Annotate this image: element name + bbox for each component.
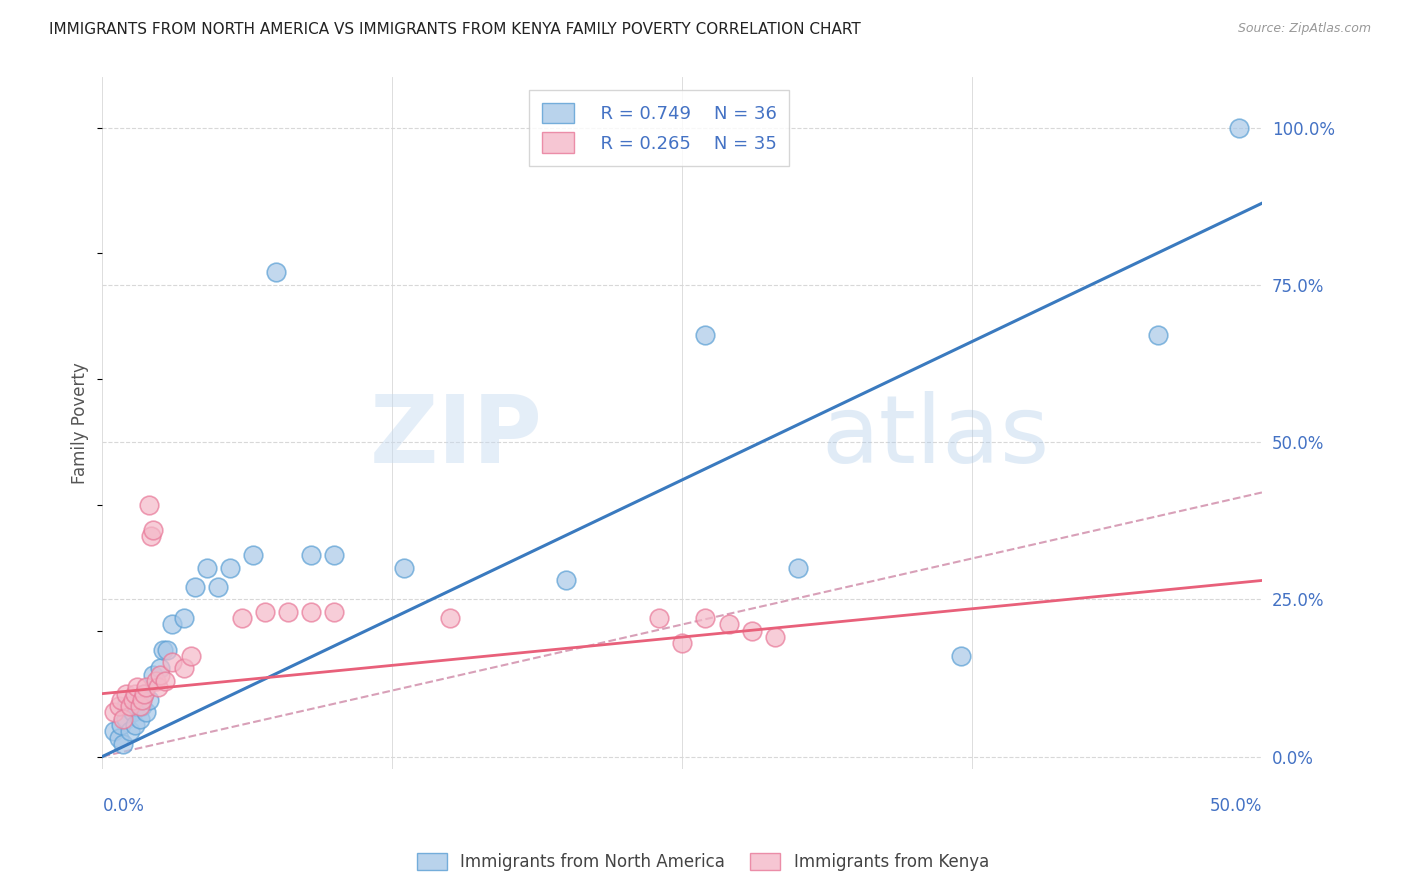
- Point: [695, 611, 717, 625]
- Point: [112, 737, 135, 751]
- Legend: Immigrants from North America, Immigrants from Kenya: Immigrants from North America, Immigrant…: [409, 845, 997, 880]
- Point: [127, 693, 149, 707]
- Point: [671, 636, 693, 650]
- Point: [323, 605, 346, 619]
- Point: [392, 561, 415, 575]
- Point: [103, 706, 125, 720]
- Point: [1227, 120, 1250, 135]
- Point: [145, 674, 167, 689]
- Point: [173, 661, 195, 675]
- Text: Source: ZipAtlas.com: Source: ZipAtlas.com: [1237, 22, 1371, 36]
- Point: [299, 549, 322, 563]
- Text: IMMIGRANTS FROM NORTH AMERICA VS IMMIGRANTS FROM KENYA FAMILY POVERTY CORRELATIO: IMMIGRANTS FROM NORTH AMERICA VS IMMIGRA…: [49, 22, 860, 37]
- Point: [124, 687, 146, 701]
- Point: [107, 731, 129, 745]
- Point: [152, 642, 174, 657]
- Point: [648, 611, 671, 625]
- Point: [128, 712, 150, 726]
- Point: [184, 580, 207, 594]
- Point: [299, 605, 322, 619]
- Point: [741, 624, 763, 638]
- Point: [114, 687, 136, 701]
- Point: [121, 706, 143, 720]
- Point: [787, 561, 810, 575]
- Point: [110, 693, 132, 707]
- Point: [207, 580, 229, 594]
- Point: [231, 611, 253, 625]
- Point: [103, 724, 125, 739]
- Point: [160, 655, 183, 669]
- Point: [266, 265, 288, 279]
- Point: [242, 549, 264, 563]
- Point: [138, 693, 160, 707]
- Point: [153, 674, 176, 689]
- Point: [114, 699, 136, 714]
- Point: [135, 706, 157, 720]
- Point: [695, 328, 717, 343]
- Point: [195, 561, 218, 575]
- Point: [134, 687, 156, 701]
- Point: [717, 617, 740, 632]
- Point: [277, 605, 299, 619]
- Y-axis label: Family Poverty: Family Poverty: [72, 362, 89, 484]
- Legend:   R = 0.749    N = 36,   R = 0.265    N = 35: R = 0.749 N = 36, R = 0.265 N = 35: [529, 90, 789, 166]
- Point: [114, 712, 136, 726]
- Point: [142, 667, 165, 681]
- Point: [107, 699, 129, 714]
- Point: [149, 667, 172, 681]
- Point: [173, 611, 195, 625]
- Point: [135, 681, 157, 695]
- Point: [131, 693, 153, 707]
- Point: [439, 611, 461, 625]
- Point: [323, 549, 346, 563]
- Point: [949, 648, 972, 663]
- Point: [253, 605, 276, 619]
- Text: atlas: atlas: [821, 391, 1050, 483]
- Point: [146, 681, 169, 695]
- Point: [142, 523, 165, 537]
- Text: 50.0%: 50.0%: [1209, 797, 1263, 814]
- Point: [149, 661, 172, 675]
- Point: [128, 699, 150, 714]
- Point: [120, 724, 142, 739]
- Point: [1146, 328, 1168, 343]
- Point: [180, 648, 202, 663]
- Point: [160, 617, 183, 632]
- Point: [124, 718, 146, 732]
- Point: [139, 529, 162, 543]
- Point: [112, 712, 135, 726]
- Point: [219, 561, 242, 575]
- Point: [763, 630, 786, 644]
- Point: [156, 642, 179, 657]
- Text: ZIP: ZIP: [370, 391, 543, 483]
- Point: [110, 718, 132, 732]
- Point: [131, 699, 153, 714]
- Point: [127, 681, 149, 695]
- Point: [138, 498, 160, 512]
- Point: [120, 699, 142, 714]
- Text: 0.0%: 0.0%: [103, 797, 145, 814]
- Point: [121, 693, 143, 707]
- Point: [555, 574, 578, 588]
- Point: [134, 687, 156, 701]
